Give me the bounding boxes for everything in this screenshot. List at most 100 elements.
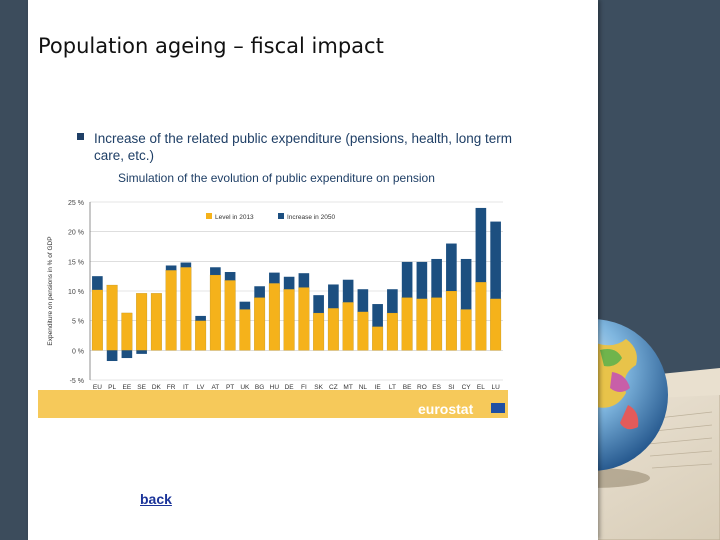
bar-increase-HU <box>269 272 280 284</box>
bar-increase-CY <box>460 258 472 310</box>
bar-level-LV <box>195 320 207 351</box>
slide-title: Population ageing – fiscal impact <box>38 34 384 58</box>
bullet-marker <box>77 133 84 140</box>
bar-increase-LU <box>490 221 501 299</box>
bar-level-BG <box>254 297 266 351</box>
x-tick-label: DK <box>152 384 162 391</box>
x-tick-label: NL <box>359 384 368 391</box>
bar-increase-IE <box>372 304 383 327</box>
bar-level-PT <box>224 280 236 351</box>
bar-increase-RO <box>416 261 428 299</box>
y-tick-label: 25 % <box>68 200 84 207</box>
x-tick-label: CZ <box>329 384 338 391</box>
bar-level-LU <box>490 298 502 351</box>
x-tick-label: CY <box>462 384 472 391</box>
x-tick-label: LT <box>389 384 396 391</box>
y-tick-label: 0 % <box>72 348 84 355</box>
bar-level-IT <box>180 267 192 351</box>
x-tick-label: IE <box>375 384 382 391</box>
bar-level-DK <box>150 293 162 351</box>
bar-level-UK <box>239 309 251 351</box>
bar-level-SI <box>445 290 457 351</box>
x-tick-label: PT <box>226 384 234 391</box>
x-tick-label: FI <box>301 384 307 391</box>
bar-increase-ES <box>431 258 442 298</box>
bar-increase-EU <box>92 276 103 290</box>
x-tick-label: BG <box>255 384 264 391</box>
y-tick-label: -5 % <box>70 378 84 385</box>
bar-increase-SK <box>313 295 324 313</box>
x-tick-label: FR <box>167 384 176 391</box>
x-tick-label: UK <box>240 384 250 391</box>
bar-increase-LV <box>195 315 206 321</box>
bar-increase-BG <box>254 286 265 298</box>
bar-level-SE <box>136 293 148 351</box>
legend-swatch-1 <box>206 213 212 219</box>
bar-increase-FI <box>298 273 310 288</box>
eurostat-logo-text: eurostat <box>418 401 474 417</box>
bar-increase-DE <box>283 276 295 290</box>
bar-level-AT <box>209 274 221 351</box>
x-tick-label: EU <box>93 384 102 391</box>
chart-svg: -5 % 0 % 5 % 10 % 15 % 20 % 25 % Expenditure on… <box>38 192 508 418</box>
bar-level-EL <box>475 281 487 351</box>
bar-increase-CZ <box>328 284 339 309</box>
bar-increase-EL <box>475 207 487 283</box>
slide: Population ageing – fiscal impact Increa… <box>28 0 598 540</box>
back-link[interactable]: back <box>140 491 172 507</box>
legend-swatch-2 <box>278 213 284 219</box>
bar-increase-LT <box>387 289 398 313</box>
x-tick-label: EE <box>123 384 132 391</box>
bar-increase-EE <box>121 350 133 359</box>
y-tick-label: 5 % <box>72 319 84 326</box>
x-tick-label: ES <box>432 384 441 391</box>
bar-level-PL <box>106 284 118 351</box>
y-tick-label: 15 % <box>68 259 84 266</box>
bar-level-RO <box>416 298 428 351</box>
bar-level-IE <box>372 326 384 351</box>
bar-level-CZ <box>327 308 339 351</box>
eu-flag-icon <box>491 403 505 413</box>
x-tick-label: SE <box>137 384 146 391</box>
x-tick-label: RO <box>417 384 427 391</box>
bar-level-HU <box>268 283 280 351</box>
bullet-text: Increase of the related public expenditu… <box>94 131 513 163</box>
pension-chart: -5 % 0 % 5 % 10 % 15 % 20 % 25 % Expenditure on… <box>38 192 508 420</box>
x-tick-label: LV <box>197 384 205 391</box>
bar-level-ES <box>431 297 443 351</box>
x-tick-label: LU <box>491 384 500 391</box>
eurostat-band <box>38 390 508 418</box>
x-tick-label: BE <box>403 384 412 391</box>
bar-increase-MT <box>342 279 354 303</box>
y-tick-label: 20 % <box>68 230 84 237</box>
x-tick-label: PL <box>108 384 116 391</box>
bar-level-SK <box>313 312 325 351</box>
legend-label-1: Level in 2013 <box>215 214 254 221</box>
bar-level-FI <box>298 287 310 351</box>
x-tick-label: EL <box>477 384 485 391</box>
bar-level-CY <box>460 309 472 351</box>
x-tick-label: DE <box>285 384 295 391</box>
bar-level-EU <box>91 289 103 351</box>
x-tick-label: MT <box>343 384 352 391</box>
bar-level-LT <box>386 312 398 351</box>
x-tick-label: SI <box>448 384 454 391</box>
x-tick-label: AT <box>211 384 219 391</box>
bar-level-EE <box>121 312 133 351</box>
legend-label-2: Increase in 2050 <box>287 214 335 221</box>
bar-increase-PT <box>224 272 236 281</box>
chart-subtitle: Simulation of the evolution of public ex… <box>118 171 435 185</box>
bar-level-BE <box>401 297 413 351</box>
x-tick-label: IT <box>183 384 189 391</box>
y-axis-label: Expenditure on pensions in % of GDP <box>47 236 54 345</box>
bar-increase-BE <box>401 261 413 298</box>
bar-level-FR <box>165 270 177 351</box>
bar-increase-UK <box>239 301 251 310</box>
bar-increase-IT <box>180 262 192 268</box>
y-tick-label: 10 % <box>68 289 84 296</box>
bar-increase-FR <box>165 265 177 271</box>
x-tick-label: HU <box>270 384 280 391</box>
left-border <box>0 0 28 540</box>
bar-increase-SI <box>446 243 457 291</box>
x-tick-label: SK <box>314 384 323 391</box>
